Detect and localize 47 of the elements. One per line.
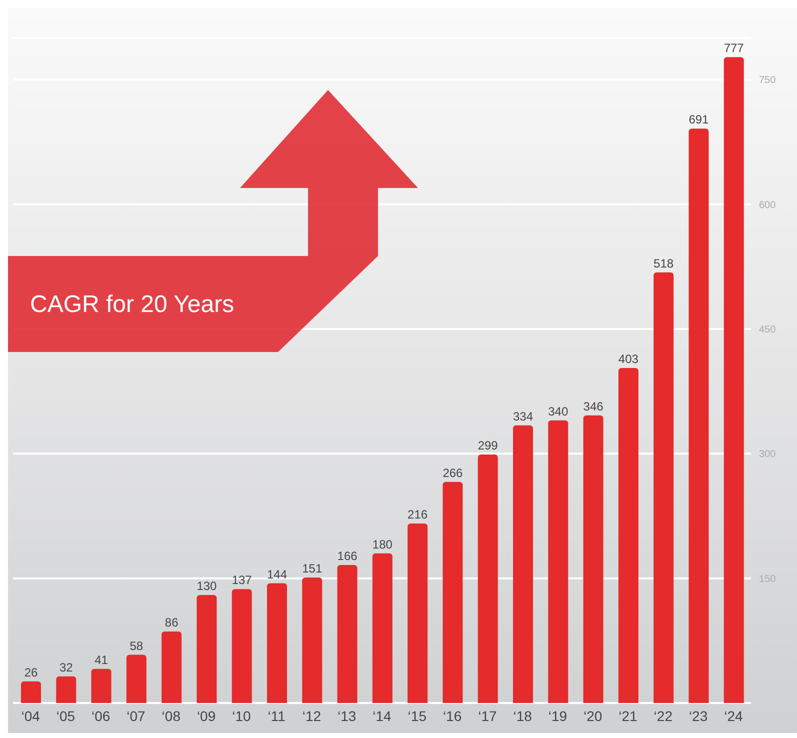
data-label: 266 (442, 466, 464, 480)
x-tick-label: ‘18 (513, 708, 532, 724)
data-label: 518 (654, 256, 674, 270)
y-tick-label: 450 (759, 324, 776, 336)
y-tick-label: 300 (759, 449, 776, 460)
x-tick-label: ‘22 (654, 708, 673, 724)
data-label: 180 (372, 537, 393, 552)
data-label: 26 (24, 665, 38, 680)
data-label: 58 (130, 638, 144, 653)
x-tick-label: ‘14 (372, 708, 392, 724)
data-label: 216 (408, 507, 428, 522)
x-tick-label: ‘06 (92, 708, 110, 724)
data-label: 340 (548, 404, 568, 418)
x-tick-label: ‘13 (338, 708, 356, 724)
data-label: 346 (583, 399, 604, 414)
x-tick-label: ‘24 (724, 708, 743, 724)
x-tick-label: ‘16 (442, 708, 462, 724)
x-tick-label: ‘10 (232, 708, 251, 724)
x-tick-label: ‘15 (408, 708, 427, 724)
x-tick-label: ‘12 (302, 708, 322, 724)
x-tick-label: ‘08 (162, 708, 181, 724)
annotation: CAGR for 20 Years (30, 291, 234, 319)
data-label: 691 (688, 112, 710, 127)
data-label: 403 (618, 352, 639, 366)
data-label: 32 (59, 660, 74, 674)
data-label: 41 (94, 652, 108, 667)
x-tick-label: ‘11 (268, 708, 286, 724)
data-label: 299 (478, 438, 498, 452)
x-tick-label: ‘05 (56, 708, 76, 724)
x-tick-label: ‘09 (196, 708, 216, 724)
x-tick-label: ‘21 (618, 708, 638, 724)
x-tick-label: ‘23 (688, 708, 708, 724)
data-label: 144 (266, 567, 288, 582)
data-label: 334 (512, 409, 534, 424)
data-label: 151 (302, 561, 322, 576)
x-tick-label: ‘07 (126, 708, 146, 724)
x-tick-label: ‘20 (584, 708, 602, 724)
x-tick-label: ‘19 (548, 708, 568, 724)
x-tick-label: ‘04 (21, 708, 40, 724)
data-label: 86 (164, 616, 179, 630)
x-tick-label: ‘17 (478, 708, 497, 724)
data-label: 166 (337, 549, 358, 564)
data-label: 777 (724, 41, 744, 56)
data-label: 137 (232, 573, 252, 588)
y-tick-label: 750 (759, 75, 776, 86)
data-label: 130 (196, 578, 218, 593)
y-tick-label: 600 (759, 200, 776, 211)
